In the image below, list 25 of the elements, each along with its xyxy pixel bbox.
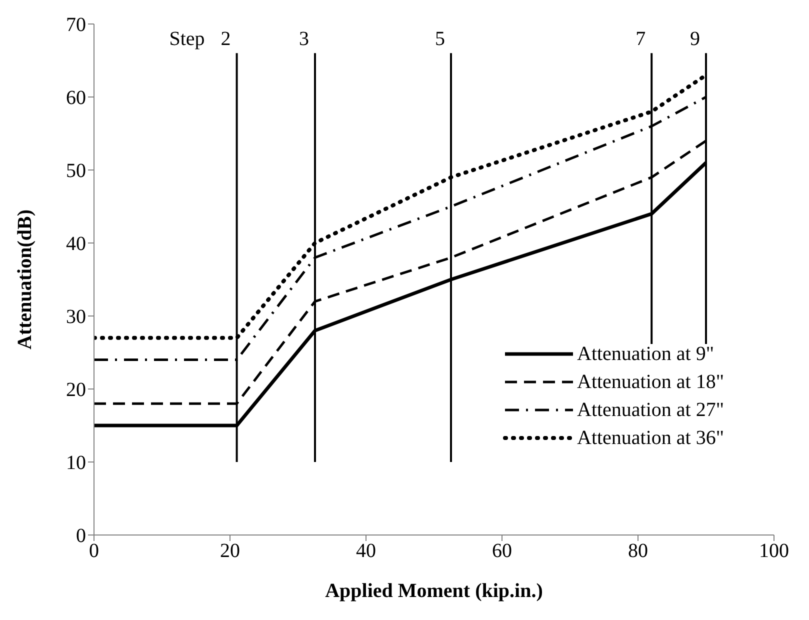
annotation: 9 xyxy=(689,27,700,52)
x-tick-label: 60 xyxy=(492,540,512,562)
y-tick-label: 70 xyxy=(66,14,86,36)
x-tick-label: 80 xyxy=(628,540,648,562)
legend-label: Attenuation at 27" xyxy=(577,398,724,423)
annotation: 5 xyxy=(434,27,445,52)
annotation: Step xyxy=(168,27,205,52)
y-tick-label: 60 xyxy=(66,87,86,110)
y-tick-label: 20 xyxy=(66,379,86,402)
y-tick-label: 0 xyxy=(76,525,86,548)
y-tick-label: 10 xyxy=(66,452,86,474)
x-tick-label: 100 xyxy=(759,540,789,562)
y-tick-label: 40 xyxy=(66,233,86,256)
x-tick-label: 20 xyxy=(220,540,240,562)
legend-label: Attenuation at 9" xyxy=(577,342,714,367)
x-axis-title: Applied Moment (kip.in.) xyxy=(325,580,543,602)
x-tick-label: 40 xyxy=(356,540,376,562)
annotation: 2 xyxy=(220,28,231,50)
y-tick-label: 30 xyxy=(66,306,86,328)
annotation: 3 xyxy=(298,27,309,52)
y-tick-label: 50 xyxy=(66,160,86,182)
annotation: 7 xyxy=(634,27,646,52)
legend-label: Attenuation at 36" xyxy=(577,426,724,451)
legend-label: Attenuation at 18" xyxy=(577,370,724,395)
y-axis-title: Attenuation(dB) xyxy=(14,209,36,350)
